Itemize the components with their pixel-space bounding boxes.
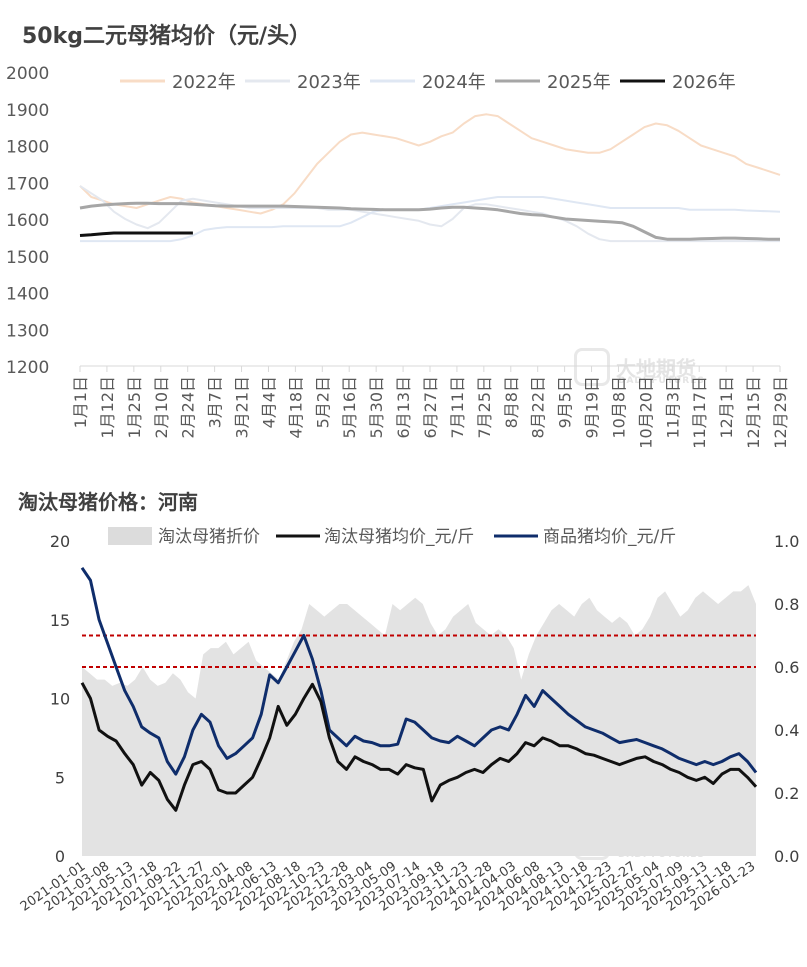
chart2-title: 淘汰母猪价格：河南	[18, 490, 198, 514]
y-tick-label: 1500	[6, 248, 49, 268]
x-tick-label: 8月8日	[502, 376, 521, 428]
legend-label-4: 2025年	[547, 72, 611, 93]
y-tick-label: 2000	[6, 64, 49, 84]
y-left-tick-label: 0	[55, 847, 65, 866]
x-tick-label: 5月2日	[313, 376, 332, 428]
chart1-title: 50kg二元母猪均价（元/头）	[22, 24, 312, 49]
x-tick-label: 5月30日	[367, 376, 386, 439]
y-left-tick-label: 15	[50, 611, 70, 630]
legend-label-1: 淘汰母猪折价	[158, 527, 260, 547]
y-tick-label: 1900	[6, 101, 49, 121]
y-tick-label: 1600	[6, 211, 49, 231]
x-tick-label: 4月4日	[259, 376, 278, 428]
x-tick-label: 2月10日	[152, 376, 171, 439]
x-tick-label: 9月19日	[583, 376, 602, 439]
y-tick-label: 1800	[6, 138, 49, 158]
series-line-cull-price	[80, 682, 758, 812]
y-right-tick-label: 0.4	[774, 721, 799, 740]
x-tick-label: 12月15日	[744, 376, 763, 449]
x-tick-label: 7月25日	[475, 376, 494, 439]
y-right-tick-label: 0.8	[774, 595, 799, 614]
x-tick-label: 5月16日	[340, 376, 359, 439]
series-area-discount	[82, 585, 756, 856]
x-tick-label: 4月18日	[286, 376, 305, 439]
legend-swatch-1	[108, 527, 152, 545]
y-left-tick-label: 5	[55, 768, 65, 787]
legend-label-2: 淘汰母猪均价_元/斤	[324, 527, 474, 547]
series-line-5	[79, 231, 193, 237]
y-left-tick-label: 10	[50, 690, 70, 709]
x-tick-label: 11月17日	[690, 376, 709, 449]
x-tick-label: 2月24日	[179, 376, 198, 439]
x-tick-label: 8月22日	[529, 376, 548, 439]
y-tick-label: 1200	[6, 358, 49, 378]
series-line-2	[79, 185, 780, 243]
x-tick-label: 7月11日	[448, 376, 467, 439]
y-right-tick-label: 1.0	[774, 532, 799, 551]
x-tick-label: 10月8日	[609, 376, 628, 439]
legend-label-3: 2024年	[422, 72, 486, 93]
x-tick-label: 1月1日	[71, 376, 90, 428]
watermark-top: 大地期货 DADI FUTURES	[574, 348, 705, 386]
x-tick-label: 6月27日	[421, 376, 440, 439]
x-tick-label: 10月20日	[636, 376, 655, 449]
y-tick-label: 1400	[6, 285, 49, 305]
legend-label-2: 2023年	[297, 72, 361, 93]
x-tick-label: 3月7日	[206, 376, 225, 428]
y-right-tick-label: 0.2	[774, 784, 799, 803]
x-tick-label: 1月12日	[98, 376, 117, 439]
x-tick-label: 6月13日	[394, 376, 413, 439]
x-tick-label: 11月3日	[663, 376, 682, 439]
y-right-tick-label: 0.6	[774, 658, 799, 677]
series-line-hog-price	[80, 566, 758, 776]
x-tick-label: 9月5日	[556, 376, 575, 428]
x-tick-label: 1月25日	[125, 376, 144, 439]
y-tick-label: 1300	[6, 321, 49, 341]
series-line-4	[79, 201, 780, 241]
x-tick-label: 3月21日	[233, 376, 252, 439]
y-tick-label: 1700	[6, 174, 49, 194]
legend-label-3: 商品猪均价_元/斤	[543, 527, 676, 547]
x-tick-label: 12月1日	[717, 376, 736, 439]
legend-label-1: 2022年	[172, 72, 236, 93]
chart1-svg: 1200 1300 1400 1500 1600 1700 1800 1900 2000 1月1日…	[6, 64, 790, 449]
y-left-tick-label: 20	[50, 532, 70, 551]
x-tick-label: 12月29日	[771, 376, 790, 449]
y-right-tick-label: 0.0	[774, 847, 799, 866]
dadi-logo-icon	[574, 348, 610, 386]
legend-label-5: 2026年	[672, 72, 736, 93]
